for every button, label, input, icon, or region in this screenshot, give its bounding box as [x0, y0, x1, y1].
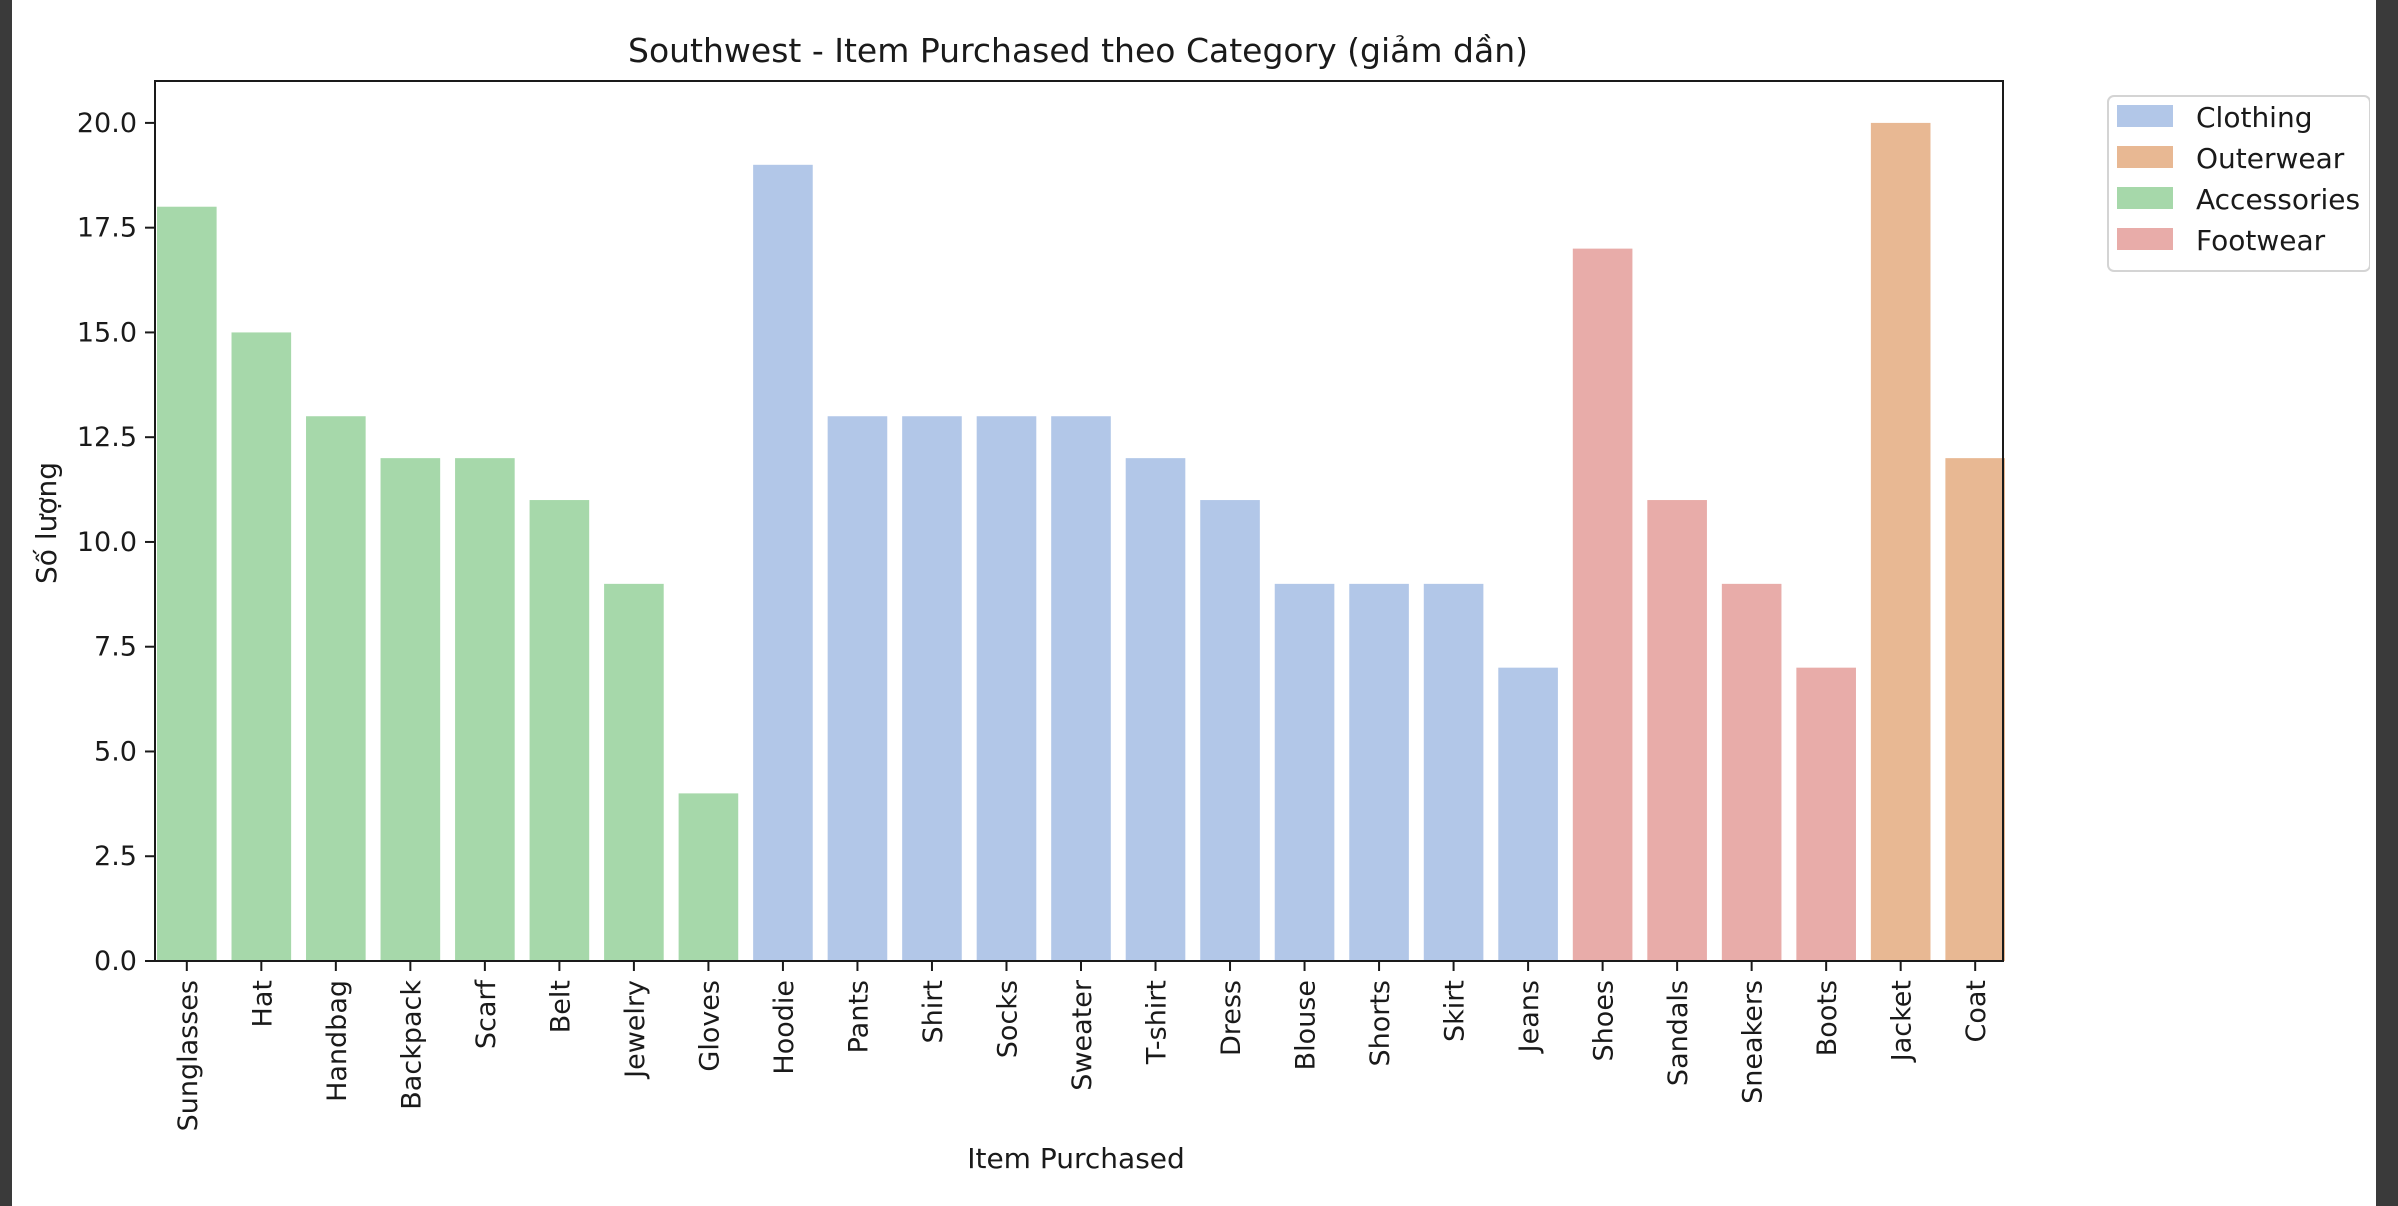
bar-belt [529, 500, 590, 961]
bar-socks [976, 416, 1037, 961]
window-frame-left [0, 0, 12, 1206]
legend-swatch-footwear [2117, 228, 2173, 250]
bar-sunglasses [157, 206, 217, 961]
window-frame-right [2376, 0, 2398, 1206]
x-tick-label: Socks [992, 980, 1023, 1058]
x-tick-label: Sweater [1067, 979, 1098, 1091]
bar-shirt [902, 416, 962, 961]
y-tick-label: 12.5 [77, 422, 137, 453]
x-tick-label: Dress [1216, 980, 1247, 1056]
x-tick-label: Blouse [1291, 980, 1322, 1070]
y-tick-label: 10.0 [77, 527, 137, 558]
x-tick-label: Jacket [1887, 980, 1918, 1063]
y-tick-label: 17.5 [77, 213, 137, 244]
y-tick-label: 2.5 [94, 841, 137, 872]
legend-swatch-clothing [2117, 105, 2173, 127]
x-tick-label: Pants [843, 980, 874, 1053]
legend-box [2107, 95, 2370, 272]
x-tick-label: Jeans [1514, 980, 1545, 1054]
legend-label-outerwear: Outerwear [2196, 142, 2345, 175]
bar-scarf [455, 458, 515, 961]
x-axis-label: Item Purchased [967, 1142, 1185, 1175]
x-tick-label: Sneakers [1738, 980, 1769, 1104]
legend-label-accessories: Accessories [2196, 183, 2360, 216]
bar-jewelry [604, 583, 664, 961]
bar-hoodie [753, 164, 813, 962]
x-tick-label: Shoes [1589, 980, 1620, 1061]
x-tick-label: Boots [1812, 980, 1843, 1056]
legend-swatch-outerwear [2117, 146, 2173, 168]
legend: Clothing Outerwear Accessories Footwear [2107, 95, 2370, 272]
y-tick-label: 7.5 [94, 632, 137, 663]
y-tick-label: 5.0 [94, 736, 137, 767]
x-tick-label: Jewelry [620, 980, 651, 1080]
bar-blouse [1274, 583, 1335, 961]
x-tick-label: Handbag [322, 980, 353, 1102]
bar-t-shirt [1125, 458, 1186, 961]
bar-jacket [1870, 122, 1931, 961]
x-tick-label: Gloves [694, 980, 725, 1072]
plot-frame [154, 80, 2004, 962]
y-tick-label: 15.0 [77, 317, 137, 348]
legend-label-clothing: Clothing [2196, 101, 2312, 134]
x-tick-label: Hoodie [769, 980, 800, 1075]
bar-shorts [1349, 583, 1409, 961]
bar-sweater [1051, 416, 1111, 961]
bar-jeans [1498, 667, 1558, 961]
bar-skirt [1423, 583, 1484, 961]
x-axis: Sunglasses Hat Handbag Backpack Scarf Belt Jew… [173, 961, 1992, 1131]
y-tick-label: 20.0 [77, 108, 137, 139]
bar-pants [827, 416, 888, 961]
x-tick-label: Belt [545, 980, 576, 1033]
bar-coat [1945, 458, 2005, 961]
bar-backpack [380, 458, 441, 961]
bar-boots [1796, 667, 1856, 961]
x-tick-label: T-shirt [1142, 980, 1173, 1065]
x-tick-label: Sunglasses [173, 980, 204, 1131]
x-tick-label: Sandals [1663, 980, 1694, 1086]
x-tick-label: Shorts [1365, 980, 1396, 1067]
bar-handbag [306, 416, 366, 961]
y-axis: 0.0 2.5 5.0 7.5 10.0 12.5 15.0 17.5 20.0 [77, 108, 155, 977]
y-tick-label: 0.0 [94, 946, 137, 977]
x-tick-label: Skirt [1440, 980, 1471, 1042]
x-tick-label: Hat [247, 980, 278, 1027]
x-tick-label: Scarf [471, 979, 502, 1050]
bar-hat [231, 332, 292, 961]
y-axis-label: Số lượng [30, 462, 63, 584]
legend-label-footwear: Footwear [2196, 224, 2326, 257]
chart-title: Southwest - Item Purchased theo Category… [628, 31, 1528, 70]
x-tick-label: Coat [1961, 980, 1992, 1043]
bar-gloves [678, 793, 739, 961]
bars-group [157, 122, 2005, 962]
bar-sandals [1647, 500, 1707, 961]
x-tick-label: Backpack [396, 980, 427, 1110]
x-tick-label: Shirt [918, 980, 949, 1043]
bar-dress [1200, 500, 1260, 961]
legend-swatch-accessories [2117, 187, 2173, 209]
bar-sneakers [1721, 583, 1782, 961]
bar-shoes [1572, 248, 1633, 962]
